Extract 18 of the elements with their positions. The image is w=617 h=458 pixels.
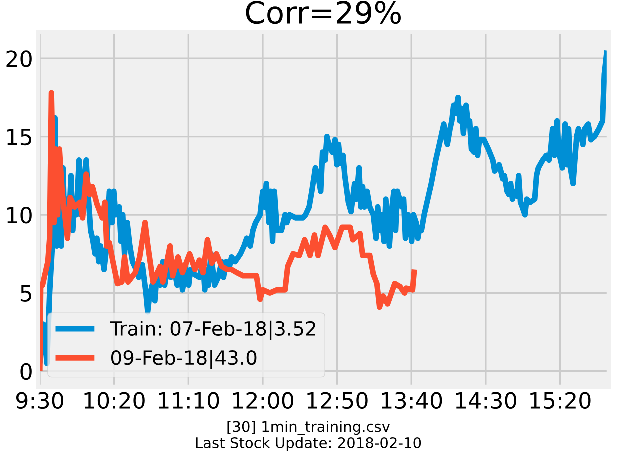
y-tick-label: 10	[8, 206, 32, 224]
x-tick-label: 9:30	[16, 392, 64, 410]
legend-label: Train: 07-Feb-18|3.52	[110, 320, 316, 340]
y-tick-label: 20	[6, 50, 32, 68]
x-tick-label: 14:30	[456, 392, 516, 410]
x-tick-label: 12:50	[308, 392, 368, 410]
y-tick-label: 5	[20, 285, 32, 302]
x-tick-label: 10:20	[84, 392, 145, 410]
text: Last Stock Update: 2018-02-10	[196, 437, 422, 452]
text: [30] 1min_training.csv	[228, 420, 390, 436]
x-tick-label: 15:20	[530, 392, 591, 410]
legend-label: 09-Feb-18|43.0	[111, 350, 257, 370]
chart-title: Corr=29%	[246, 1, 401, 24]
x-tick-label: 12:00	[233, 392, 294, 410]
x-tick-label: 11:10	[159, 392, 220, 410]
y-tick-label: 15	[8, 129, 32, 146]
y-tick-label: 0	[20, 363, 32, 380]
x-tick-label: 13:40	[382, 392, 442, 410]
